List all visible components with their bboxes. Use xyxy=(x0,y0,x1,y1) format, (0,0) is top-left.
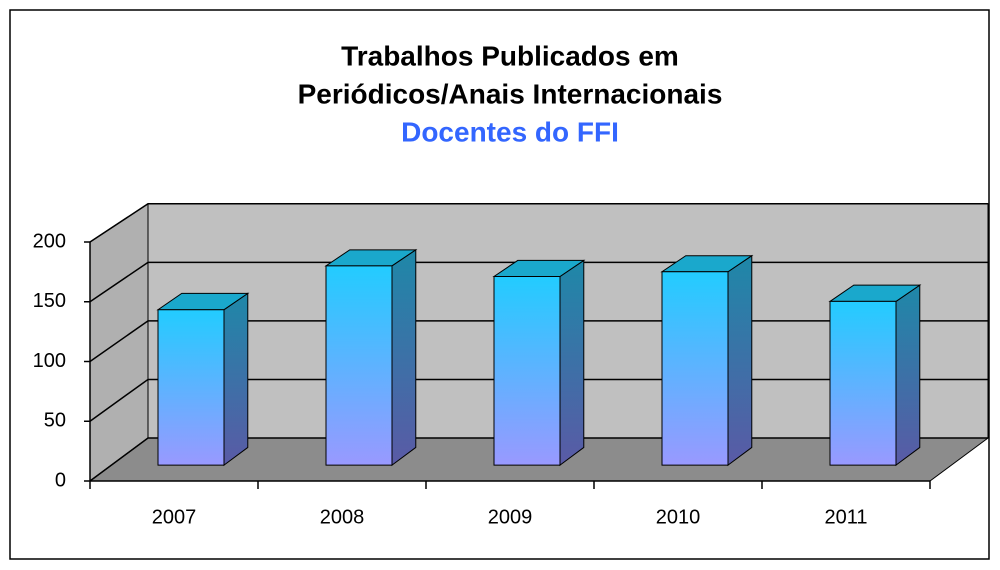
bar-side xyxy=(895,284,921,467)
bar-side xyxy=(559,259,585,467)
chart-subtitle: Docentes do FFI xyxy=(401,116,619,147)
x-tick-label: 2010 xyxy=(656,506,701,528)
bar-front xyxy=(829,300,897,466)
bar-side xyxy=(223,292,249,467)
grid-line xyxy=(89,203,988,243)
bar xyxy=(660,254,754,467)
bar-front xyxy=(325,265,393,466)
y-tick-label: 150 xyxy=(33,290,66,312)
y-tick-label: 0 xyxy=(55,469,66,491)
chart-title: Periódicos/Anais Internacionais xyxy=(298,78,723,109)
bar xyxy=(492,259,586,467)
bar-side xyxy=(727,254,753,467)
bar-front xyxy=(493,275,561,466)
bar xyxy=(324,248,418,467)
bar-front xyxy=(661,271,729,466)
chart-title: Trabalhos Publicados em xyxy=(341,40,679,71)
side-wall xyxy=(89,202,149,482)
x-tick-label: 2007 xyxy=(152,506,197,528)
x-tick-label: 2008 xyxy=(320,506,365,528)
x-tick-label: 2009 xyxy=(488,506,533,528)
bar-side xyxy=(391,248,417,467)
y-tick-label: 50 xyxy=(44,410,66,432)
bar xyxy=(156,292,250,467)
y-tick-label: 200 xyxy=(33,230,66,252)
bar xyxy=(828,284,922,467)
y-tick-label: 100 xyxy=(33,350,66,372)
x-tick-label: 2011 xyxy=(824,506,867,528)
bar-front xyxy=(157,309,225,466)
